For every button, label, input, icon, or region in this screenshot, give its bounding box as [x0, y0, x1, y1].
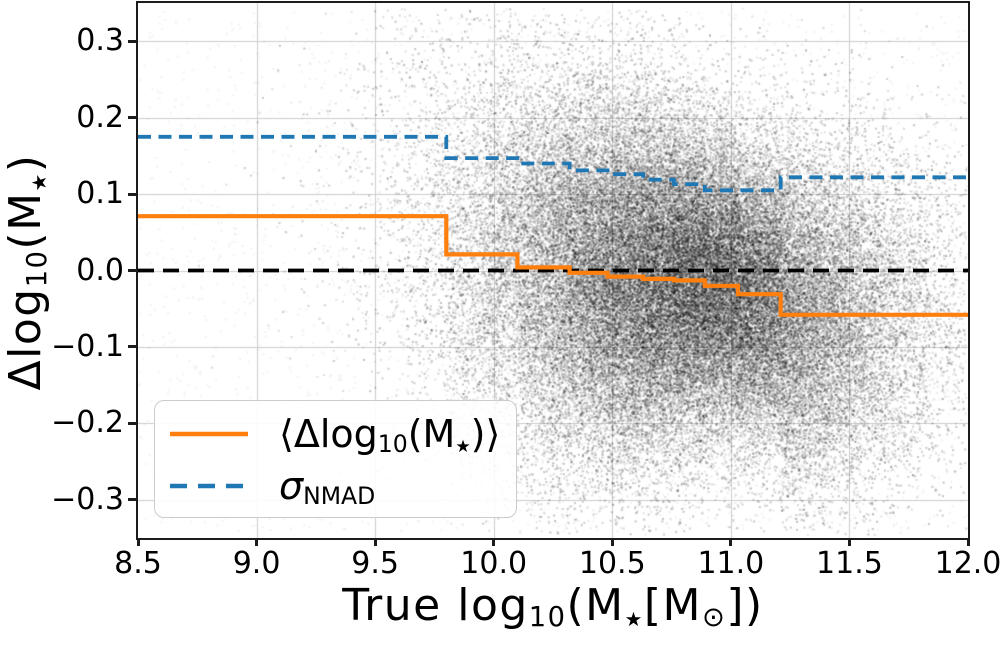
y-tick-label: 0.2 — [76, 99, 124, 135]
sigma-nmad-step-line — [138, 134, 968, 193]
label-part: ★ — [624, 607, 644, 631]
legend: ⟨Δlog10(M★)⟩ σNMAD — [154, 400, 517, 518]
label-part: True log — [342, 579, 529, 631]
y-tick-label: −0.1 — [51, 328, 124, 364]
label-part: (M — [0, 191, 51, 250]
x-tick-mark — [729, 538, 733, 546]
x-tick-mark — [255, 538, 259, 546]
label-part: σ — [279, 464, 304, 508]
y-tick-mark — [128, 498, 136, 502]
mean-dlogm-step-line — [138, 214, 968, 317]
x-tick-mark — [610, 538, 614, 546]
label-part: )⟩ — [470, 412, 501, 456]
x-tick-label: 9.5 — [351, 546, 399, 581]
label-part: (M — [407, 412, 456, 456]
step-lines-svg — [138, 134, 968, 317]
label-part: ★ — [455, 436, 471, 457]
x-tick-label: 12.0 — [934, 546, 1000, 581]
label-part: ]) — [726, 579, 764, 631]
x-tick-label: 9.0 — [232, 546, 281, 581]
label-part: (M — [566, 579, 625, 631]
label-part: ⊙ — [702, 601, 727, 633]
y-tick-mark — [128, 269, 136, 272]
label-part: NMAD — [303, 482, 376, 511]
label-part: 10 — [528, 601, 567, 633]
x-tick-label: 8.5 — [114, 546, 162, 581]
y-tick-label: −0.2 — [51, 405, 124, 441]
y-tick-mark — [128, 421, 136, 425]
x-tick-label: 11.0 — [697, 546, 765, 581]
label-part: ★ — [27, 172, 51, 192]
legend-entry-mean-dlogm: ⟨Δlog10(M★)⟩ — [169, 408, 516, 460]
y-tick-label: −0.3 — [51, 481, 124, 517]
x-tick-mark — [373, 538, 377, 546]
x-tick-label: 10.0 — [460, 546, 528, 581]
legend-swatch-sigma-nmad-line — [170, 483, 248, 489]
legend-label-sigma-nmad: σNMAD — [279, 464, 376, 511]
legend-label-mean-dlogm: ⟨Δlog10(M★)⟩ — [279, 412, 501, 459]
y-tick-label: 0.3 — [76, 23, 124, 59]
legend-swatch-mean-dlogm-line — [170, 431, 248, 437]
label-part: ) — [0, 153, 51, 173]
y-tick-mark — [128, 39, 136, 43]
x-tick-mark — [966, 538, 970, 546]
y-tick-mark — [128, 116, 136, 120]
x-tick-mark — [492, 538, 496, 546]
label-part: 10 — [21, 249, 53, 288]
label-part: [M — [643, 579, 703, 631]
x-tick-mark — [136, 538, 140, 546]
y-tick-mark — [128, 192, 136, 196]
x-axis-label: True log10(M★[M⊙]) — [342, 579, 764, 633]
x-tick-mark — [847, 538, 851, 546]
label-part: 10 — [377, 430, 408, 459]
label-part: Δlog — [0, 287, 51, 391]
x-tick-label: 10.5 — [578, 546, 646, 581]
y-tick-label: 0.1 — [76, 176, 124, 212]
label-part: ⟨Δlog — [279, 412, 378, 456]
x-tick-label: 11.5 — [816, 546, 883, 581]
legend-entry-sigma-nmad: σNMAD — [169, 460, 516, 512]
y-tick-label: 0.0 — [76, 252, 124, 288]
y-tick-mark — [128, 345, 136, 349]
y-axis-label: Δlog10(M★) — [0, 153, 53, 391]
